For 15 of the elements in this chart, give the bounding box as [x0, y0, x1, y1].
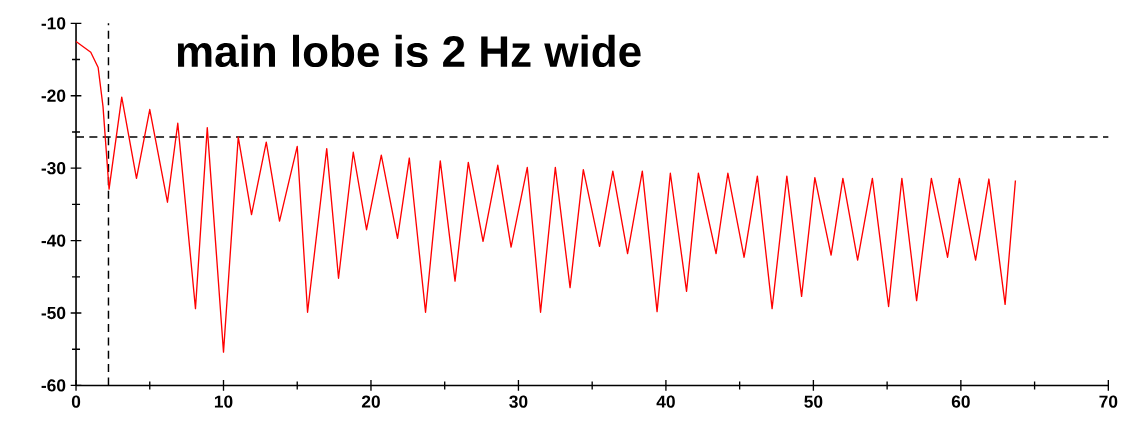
x-tick-label: 60 — [951, 395, 970, 408]
y-tick-label: -40 — [41, 234, 66, 247]
y-tick-label: -50 — [41, 306, 66, 320]
y-tick-label: -30 — [41, 162, 66, 175]
x-tick-label: 30 — [509, 395, 528, 408]
y-tick-label: -10 — [41, 17, 66, 30]
x-tick-label: 0 — [71, 395, 81, 408]
y-tick-label: -20 — [41, 89, 66, 102]
y-tick-label: -60 — [41, 379, 66, 392]
x-tick-label: 70 — [1099, 395, 1118, 408]
x-tick-label: 50 — [804, 395, 823, 408]
x-tick-label: 10 — [214, 395, 233, 408]
x-tick-label: 40 — [656, 395, 675, 408]
x-tick-label: 20 — [361, 395, 380, 408]
annotation: main lobe is 2 Hz wide — [177, 34, 641, 68]
